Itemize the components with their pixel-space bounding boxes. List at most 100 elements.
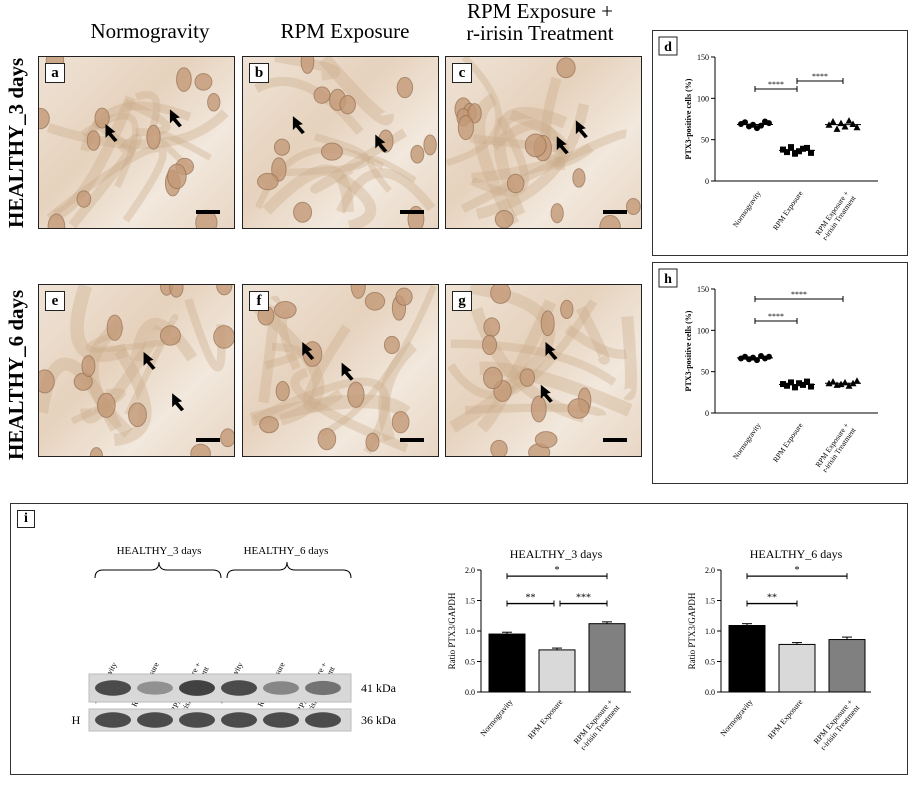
blot-band: [179, 680, 215, 696]
data-point: [788, 144, 794, 151]
micrograph-texture: [447, 285, 637, 456]
significance-label: ****: [768, 312, 784, 321]
bar: [778, 643, 816, 693]
blot-band: [137, 681, 173, 695]
data-point: [841, 378, 849, 386]
y-axis-label-text: Ratio PTX3/GAPDH: [447, 592, 457, 669]
cell-nucleus: [216, 285, 233, 296]
significance-label: **: [767, 593, 777, 604]
cell-fiber: [264, 342, 303, 370]
group-label: HEALTHY_6 days: [244, 545, 329, 557]
panel-label: f: [249, 291, 269, 311]
blot-band: [95, 712, 131, 728]
y-tick-label: 1.5: [705, 597, 715, 606]
scale-bar: [400, 438, 424, 442]
micrograph-texture: [39, 285, 234, 456]
arrow-icon: [172, 393, 185, 412]
cell-fiber: [464, 403, 607, 418]
data-point: [766, 120, 772, 127]
band-kda: 41 kDa: [361, 681, 397, 695]
x-tick-label-line: RPM Exposure: [771, 188, 805, 231]
data-point: [742, 119, 748, 126]
cell-nucleus: [159, 325, 181, 346]
row-label-6days: HEALTHY_6 days: [4, 289, 28, 460]
cell-nucleus: [519, 368, 536, 387]
cell-nucleus: [194, 73, 213, 91]
y-axis-label-text: PTX3-positive cells (%): [684, 310, 693, 391]
x-tick-label-line: RPM Exposure: [766, 697, 805, 741]
data-point: [837, 380, 845, 388]
y-axis-label: PTX3-positive cells (%): [684, 78, 693, 159]
blot-band: [305, 680, 341, 696]
data-point: [845, 117, 853, 124]
blot-band: [137, 712, 173, 728]
y-axis-label-text: PTX3-positive cells (%): [684, 78, 693, 159]
data-point: [792, 384, 798, 391]
micro-panel-c: c: [445, 56, 642, 229]
cell-nucleus: [560, 299, 574, 319]
cell-nucleus: [483, 317, 501, 337]
cell-fiber: [52, 95, 136, 221]
cell-fiber: [471, 109, 569, 184]
panel-i: i HEALTHY_3 days HEALTHY_6 days Normogravi…: [10, 503, 908, 775]
chart-title: HEALTHY_6 days: [750, 547, 843, 561]
significance-label: *: [795, 565, 800, 576]
micrograph-texture: [249, 285, 438, 455]
arrow-icon: [292, 116, 305, 135]
cell-nucleus: [457, 114, 474, 141]
panel-label: g: [452, 291, 472, 311]
y-tick-label: 0.5: [465, 658, 475, 667]
micro-panel-b: b: [242, 56, 439, 229]
y-tick-label: 0.0: [705, 688, 715, 697]
group-brace: [94, 561, 222, 579]
micro-panel-a: a: [38, 56, 235, 229]
arrow-icon: [105, 123, 118, 142]
blot-band: [221, 712, 257, 728]
x-tick-label-line: RPM Exposure: [771, 420, 805, 463]
y-tick-label: 150: [697, 53, 709, 62]
cell-fiber: [446, 57, 502, 167]
panel-label: a: [45, 63, 65, 83]
cell-nucleus: [347, 381, 365, 408]
cell-fiber: [318, 57, 394, 126]
arrow-icon: [143, 351, 156, 370]
cell-fiber: [68, 133, 142, 228]
cell-nucleus: [146, 124, 161, 150]
chart-panel-h: h 0 50 100 150 PTX3-positive cells (%) Normogr…: [652, 262, 908, 484]
chart-title: HEALTHY_3 days: [510, 547, 603, 561]
x-tick-label: Normogravity: [719, 698, 755, 739]
cell-nucleus: [76, 190, 92, 208]
chart-panel-d: d 0 50 100 150 PTX3-positive cells (%) Normogr…: [652, 30, 908, 256]
y-tick-label: 0: [705, 409, 709, 418]
x-tick-label: RPM Exposure +r-irisin Treatment: [572, 697, 622, 752]
cell-fiber: [337, 172, 377, 228]
x-tick-label-line: Normogravity: [479, 698, 515, 739]
panel-label-i: i: [17, 510, 35, 528]
y-axis-label-text: Ratio PTX3/GAPDH: [687, 592, 697, 669]
data-point: [829, 117, 837, 125]
cell-nucleus: [556, 57, 576, 79]
y-tick-label: 100: [697, 94, 709, 103]
micrograph-texture: [446, 57, 641, 228]
cell-nucleus: [190, 443, 211, 456]
cell-fiber: [336, 168, 436, 214]
cell-nucleus: [128, 402, 147, 428]
panel-label: e: [45, 291, 65, 311]
data-point: [853, 123, 861, 131]
x-tick-label: RPM Exposure: [766, 697, 805, 741]
significance-label: ***: [576, 593, 591, 604]
cell-nucleus: [490, 285, 511, 304]
data-point: [796, 148, 802, 155]
scale-bar: [400, 210, 424, 214]
data-point: [837, 119, 845, 127]
blot-band: [179, 712, 215, 728]
cell-nucleus: [207, 92, 221, 112]
y-tick-label: 1.0: [465, 627, 475, 636]
y-tick-label: 100: [697, 326, 709, 335]
cell-nucleus: [490, 439, 508, 456]
y-tick-label: 0.0: [465, 688, 475, 697]
cell-nucleus: [39, 369, 55, 394]
cell-fiber: [472, 93, 520, 228]
cell-nucleus: [550, 203, 564, 224]
cell-nucleus: [176, 67, 192, 92]
